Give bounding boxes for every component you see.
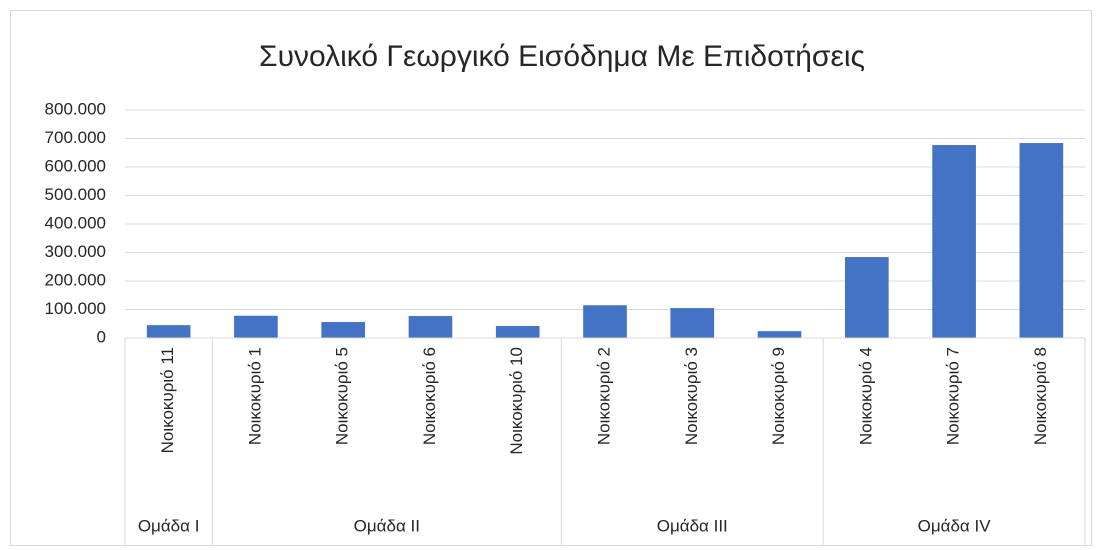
y-tick-label: 500.000 [45,185,106,204]
x-tick-label: Νοικοκυριό 11 [158,347,177,453]
bar [670,308,715,338]
x-tick-label: Νοικοκυριό 7 [944,347,963,445]
bar [408,316,453,338]
bar [932,145,976,338]
y-tick-label: 200.000 [45,270,106,289]
x-tick-label: Νοικοκυριό 2 [594,347,613,445]
y-tick-label: 600.000 [45,156,106,175]
x-tick-label: Νοικοκυριό 4 [856,347,875,445]
y-tick-label: 700.000 [45,128,106,147]
bar [234,315,278,338]
y-tick-label: 800.000 [45,99,106,118]
y-tick-label: 100.000 [45,299,106,318]
y-tick-label: 0 [97,327,106,346]
chart-title: Συνολικό Γεωργικό Εισόδημα Με Επιδοτήσει… [259,40,865,73]
group-label: Ομάδα I [138,516,200,535]
group-label: Ομάδα II [354,516,420,535]
group-label: Ομάδα IV [918,516,992,535]
bar [583,305,627,338]
y-tick-label: 300.000 [45,242,106,261]
bar [321,322,365,338]
bar [495,326,540,338]
x-tick-label: Νοικοκυριό 8 [1031,347,1050,445]
x-tick-label: Νοικοκυριό 9 [769,347,788,445]
bar [757,331,802,338]
x-tick-label: Νοικοκυριό 3 [682,347,701,445]
x-tick-label: Νοικοκυριό 5 [333,347,352,445]
bar [146,325,191,338]
y-tick-label: 400.000 [45,213,106,232]
group-label: Ομάδα III [657,516,728,535]
x-tick-label: Νοικοκυριό 10 [507,347,526,455]
bar [845,257,889,338]
x-tick-label: Νοικοκυριό 6 [420,347,439,445]
chart-border [10,10,1092,546]
x-tick-label: Νοικοκυριό 1 [245,347,264,445]
bar [1019,143,1064,338]
